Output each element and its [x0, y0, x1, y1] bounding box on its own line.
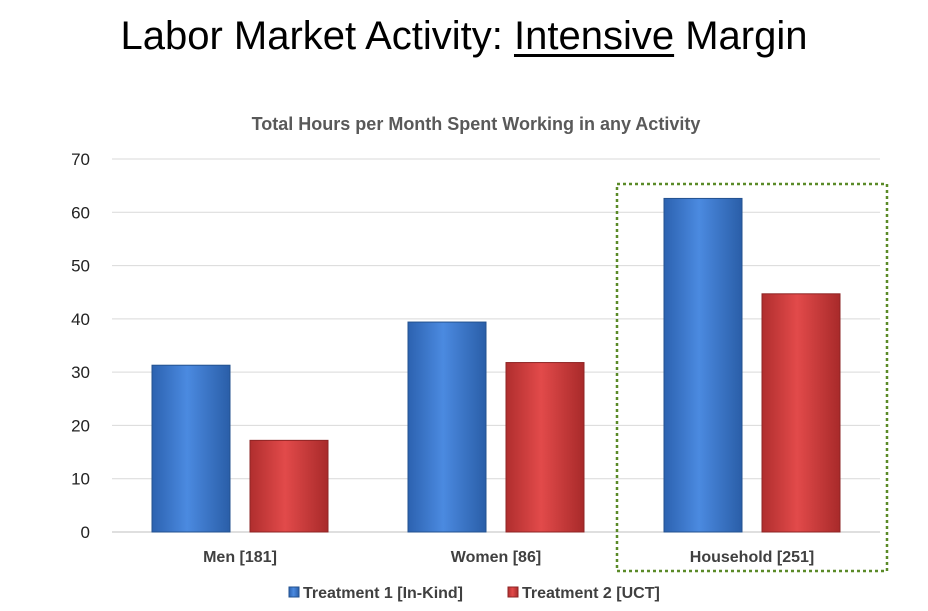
bar-1-1: [151, 364, 231, 533]
bar-2-2: [505, 362, 585, 533]
legend: Treatment 1 [In-Kind] Treatment 2 [UCT]: [288, 585, 660, 602]
bar-1-2: [407, 321, 487, 533]
bars: [151, 182, 889, 573]
x-category-label: Women [86]: [451, 549, 541, 566]
y-tick-label: 70: [71, 150, 90, 169]
legend-swatch: [507, 586, 519, 598]
gridlines: [112, 158, 880, 533]
y-axis: 0 10 20 30 40 50 60 70: [71, 150, 90, 542]
bar-2-3: [761, 293, 841, 533]
x-axis: Men [181] Women [86] Household [251]: [203, 549, 814, 566]
chart-title: Total Hours per Month Spent Working in a…: [252, 114, 701, 134]
legend-label: Treatment 2 [UCT]: [522, 585, 660, 602]
slide-title-emphasis: Intensive: [513, 14, 675, 58]
legend-label: Treatment 1 [In-Kind]: [303, 585, 463, 602]
x-category-label: Men [181]: [203, 549, 277, 566]
slide-title-suffix: Margin: [674, 14, 808, 58]
x-category-label: Household [251]: [690, 549, 814, 566]
bar-1-3: [663, 197, 743, 533]
y-tick-label: 0: [81, 523, 90, 542]
y-tick-label: 20: [71, 416, 90, 435]
y-tick-label: 40: [71, 310, 90, 329]
y-tick-label: 50: [71, 257, 90, 276]
highlight-box: [615, 182, 889, 573]
y-tick-label: 60: [71, 203, 90, 222]
y-tick-label: 10: [71, 470, 90, 489]
slide-title: Labor Market Activity: Intensive Margin: [0, 14, 928, 59]
slide-title-prefix: Labor Market Activity:: [120, 14, 514, 58]
legend-swatch: [288, 586, 300, 598]
bar-2-1: [249, 439, 329, 533]
y-tick-label: 30: [71, 363, 90, 382]
